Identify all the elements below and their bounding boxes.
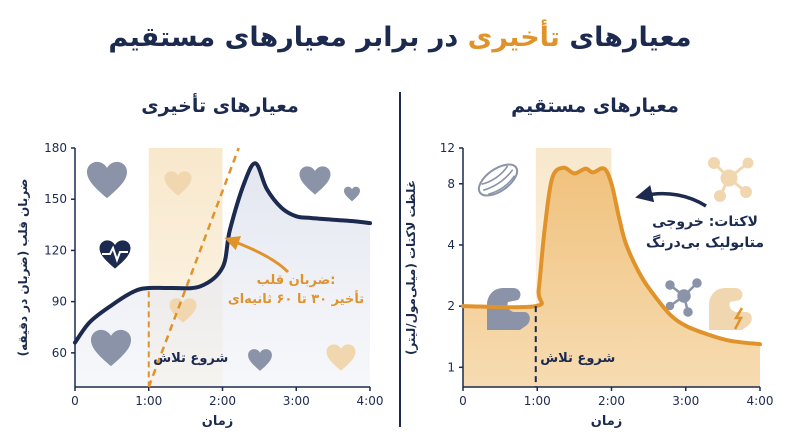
left-area-fill	[75, 163, 370, 387]
right-annotation-arrow	[635, 185, 707, 208]
title-part1: معیارهای	[569, 22, 692, 53]
y-tick-label: 180	[44, 141, 67, 155]
heart-icon	[299, 166, 331, 195]
x-tick-label: 2:00	[209, 394, 236, 408]
x-tick-label: 3:00	[283, 394, 310, 408]
main-title: معیارهای تأخیری در برابر معیارهای مستقیم	[0, 22, 800, 53]
x-tick-label: 4:00	[747, 394, 774, 408]
left-x-label: زمان	[202, 414, 234, 429]
left-panel-title: معیارهای تأخیری	[141, 95, 299, 117]
heart-icon	[87, 161, 127, 199]
heart-pulse-icon	[99, 240, 131, 269]
panel-divider	[399, 92, 401, 427]
muscle-icon	[477, 163, 519, 197]
x-tick-label: 4:00	[357, 394, 384, 408]
flexed-arm-icon	[709, 288, 752, 330]
right-start-label: شروع تلاش	[540, 351, 615, 366]
left-note-line2: تأخیر ۳۰ تا ۶۰ ثانیه‌ای	[228, 290, 364, 307]
left-y-label: ضربان قلب (ضربان در دقیقه)	[16, 179, 30, 357]
y-tick-label: 90	[52, 295, 67, 309]
right-x-label: زمان	[591, 414, 623, 429]
x-tick-label: 2:00	[598, 394, 625, 408]
y-tick-label: 150	[44, 192, 67, 206]
x-tick-label: 1:00	[135, 394, 162, 408]
left-note-line1: ضربان قلب:	[257, 273, 336, 288]
left-start-label: شروع تلاش	[153, 351, 228, 366]
y-tick-label: 120	[44, 243, 67, 257]
left-heart-rate-line	[73, 161, 372, 345]
title-accent: تأخیری	[467, 22, 560, 53]
right-panel-title: معیارهای مستقیم	[511, 95, 679, 117]
y-tick-label: 60	[52, 346, 67, 360]
x-tick-label: 0	[71, 394, 79, 408]
left-annotation-arrow	[224, 236, 290, 274]
right-y-label: غلظت لاکتات (میلی‌مول/لیتر)	[404, 180, 419, 355]
right-area-fill	[463, 167, 760, 387]
right-note-line2: متابولیک بی‌درنگ	[646, 234, 764, 251]
y-tick-label: 8	[447, 177, 455, 191]
y-tick-label: 2	[447, 299, 455, 313]
x-tick-label: 3:00	[672, 394, 699, 408]
title-part2: در برابر معیارهای مستقیم	[108, 22, 459, 53]
x-tick-label: 0	[459, 394, 467, 408]
left-chart: 60 90 120 150 180 0 1:00 2:00 3:00 4:00 شروع تلا…	[16, 141, 383, 429]
x-tick-label: 1:00	[524, 394, 551, 408]
heart-icon	[344, 186, 360, 202]
right-lactate-line	[461, 165, 762, 347]
left-dashed-series	[147, 147, 240, 388]
molecule-icon	[665, 278, 702, 317]
molecule-icon	[708, 157, 754, 202]
right-note-line1: لاکتات: خروجی	[652, 214, 758, 230]
y-tick-label: 12	[440, 141, 455, 155]
y-tick-label: 4	[447, 238, 455, 252]
y-tick-label: 1	[447, 360, 455, 374]
